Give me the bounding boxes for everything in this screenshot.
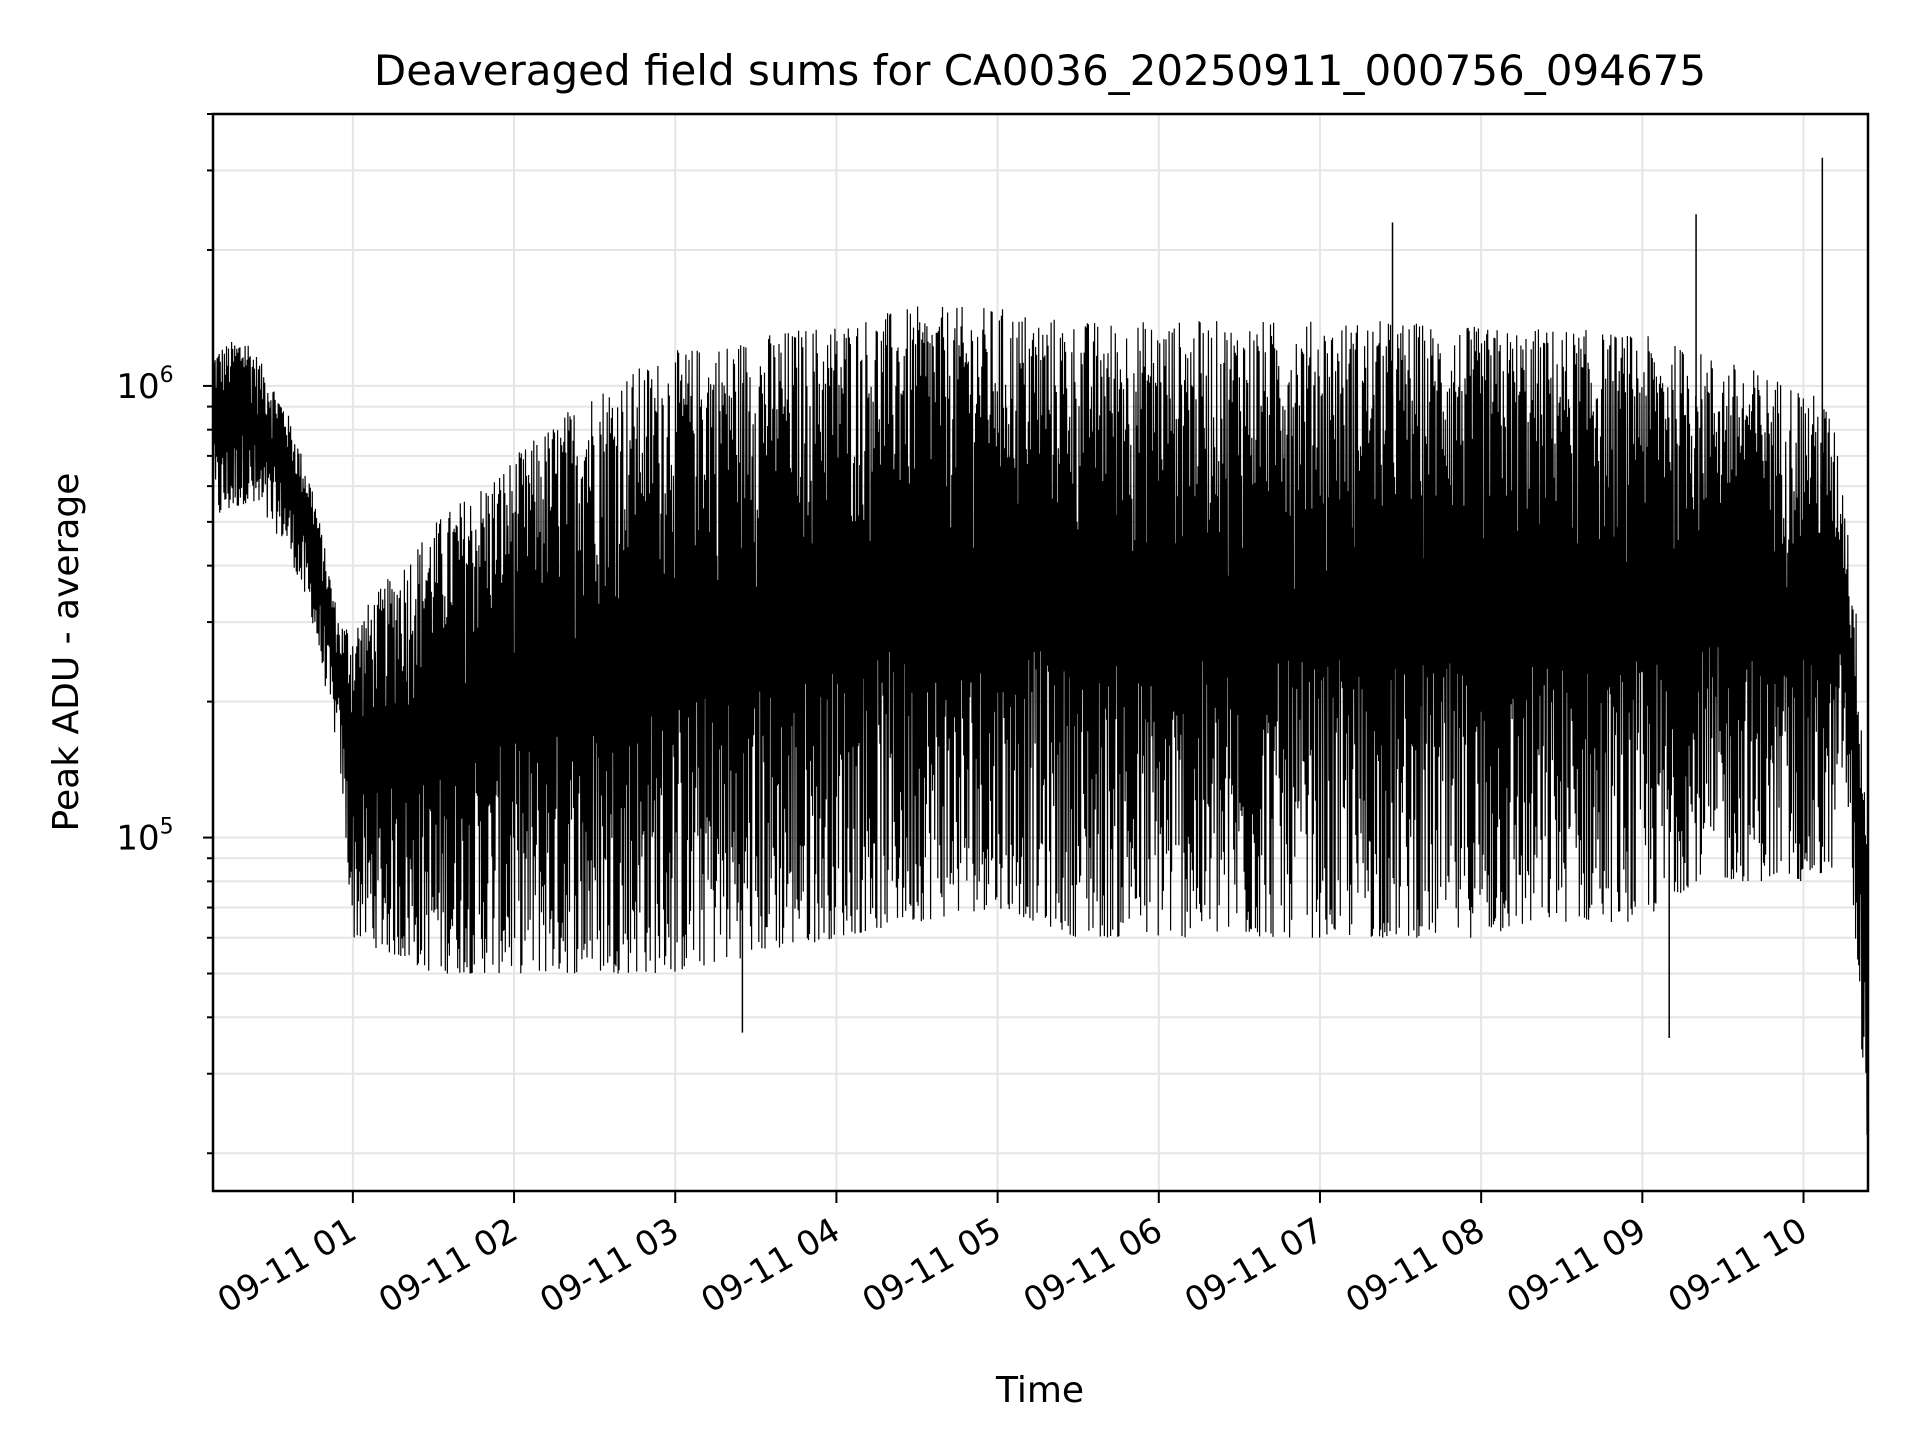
x-tick-label: 09-11 01 <box>211 1210 363 1321</box>
x-tick-label: 09-11 09 <box>1500 1210 1652 1321</box>
x-axis-ticks: 09-11 01 09-11 02 09-11 03 09-11 04 09-11 05… <box>211 1191 1814 1321</box>
y-axis-ticks: 105 106 <box>116 113 213 1155</box>
spike-marks <box>741 157 1824 1038</box>
y-axis-label: Peak ADU - average <box>46 473 87 832</box>
y-tick-label: 105 <box>116 815 173 859</box>
chart-title: Deaveraged field sums for CA0036_2025091… <box>374 46 1706 95</box>
x-tick-label: 09-11 04 <box>695 1210 847 1321</box>
y-tick-label: 106 <box>116 363 173 407</box>
x-tick-label: 09-11 02 <box>372 1210 524 1321</box>
x-axis-label: Time <box>995 1370 1084 1411</box>
plot-frame <box>211 112 1870 1193</box>
x-tick-label: 09-11 06 <box>1017 1210 1169 1321</box>
data-line-path <box>212 306 1869 1135</box>
data-series-line <box>212 306 1869 1135</box>
x-tick-label: 09-11 08 <box>1339 1210 1491 1321</box>
x-tick-label: 09-11 03 <box>533 1210 685 1321</box>
x-tick-label: 09-11 07 <box>1178 1210 1330 1321</box>
x-tick-label: 09-11 10 <box>1662 1210 1814 1321</box>
x-tick-label: 09-11 05 <box>856 1210 1008 1321</box>
